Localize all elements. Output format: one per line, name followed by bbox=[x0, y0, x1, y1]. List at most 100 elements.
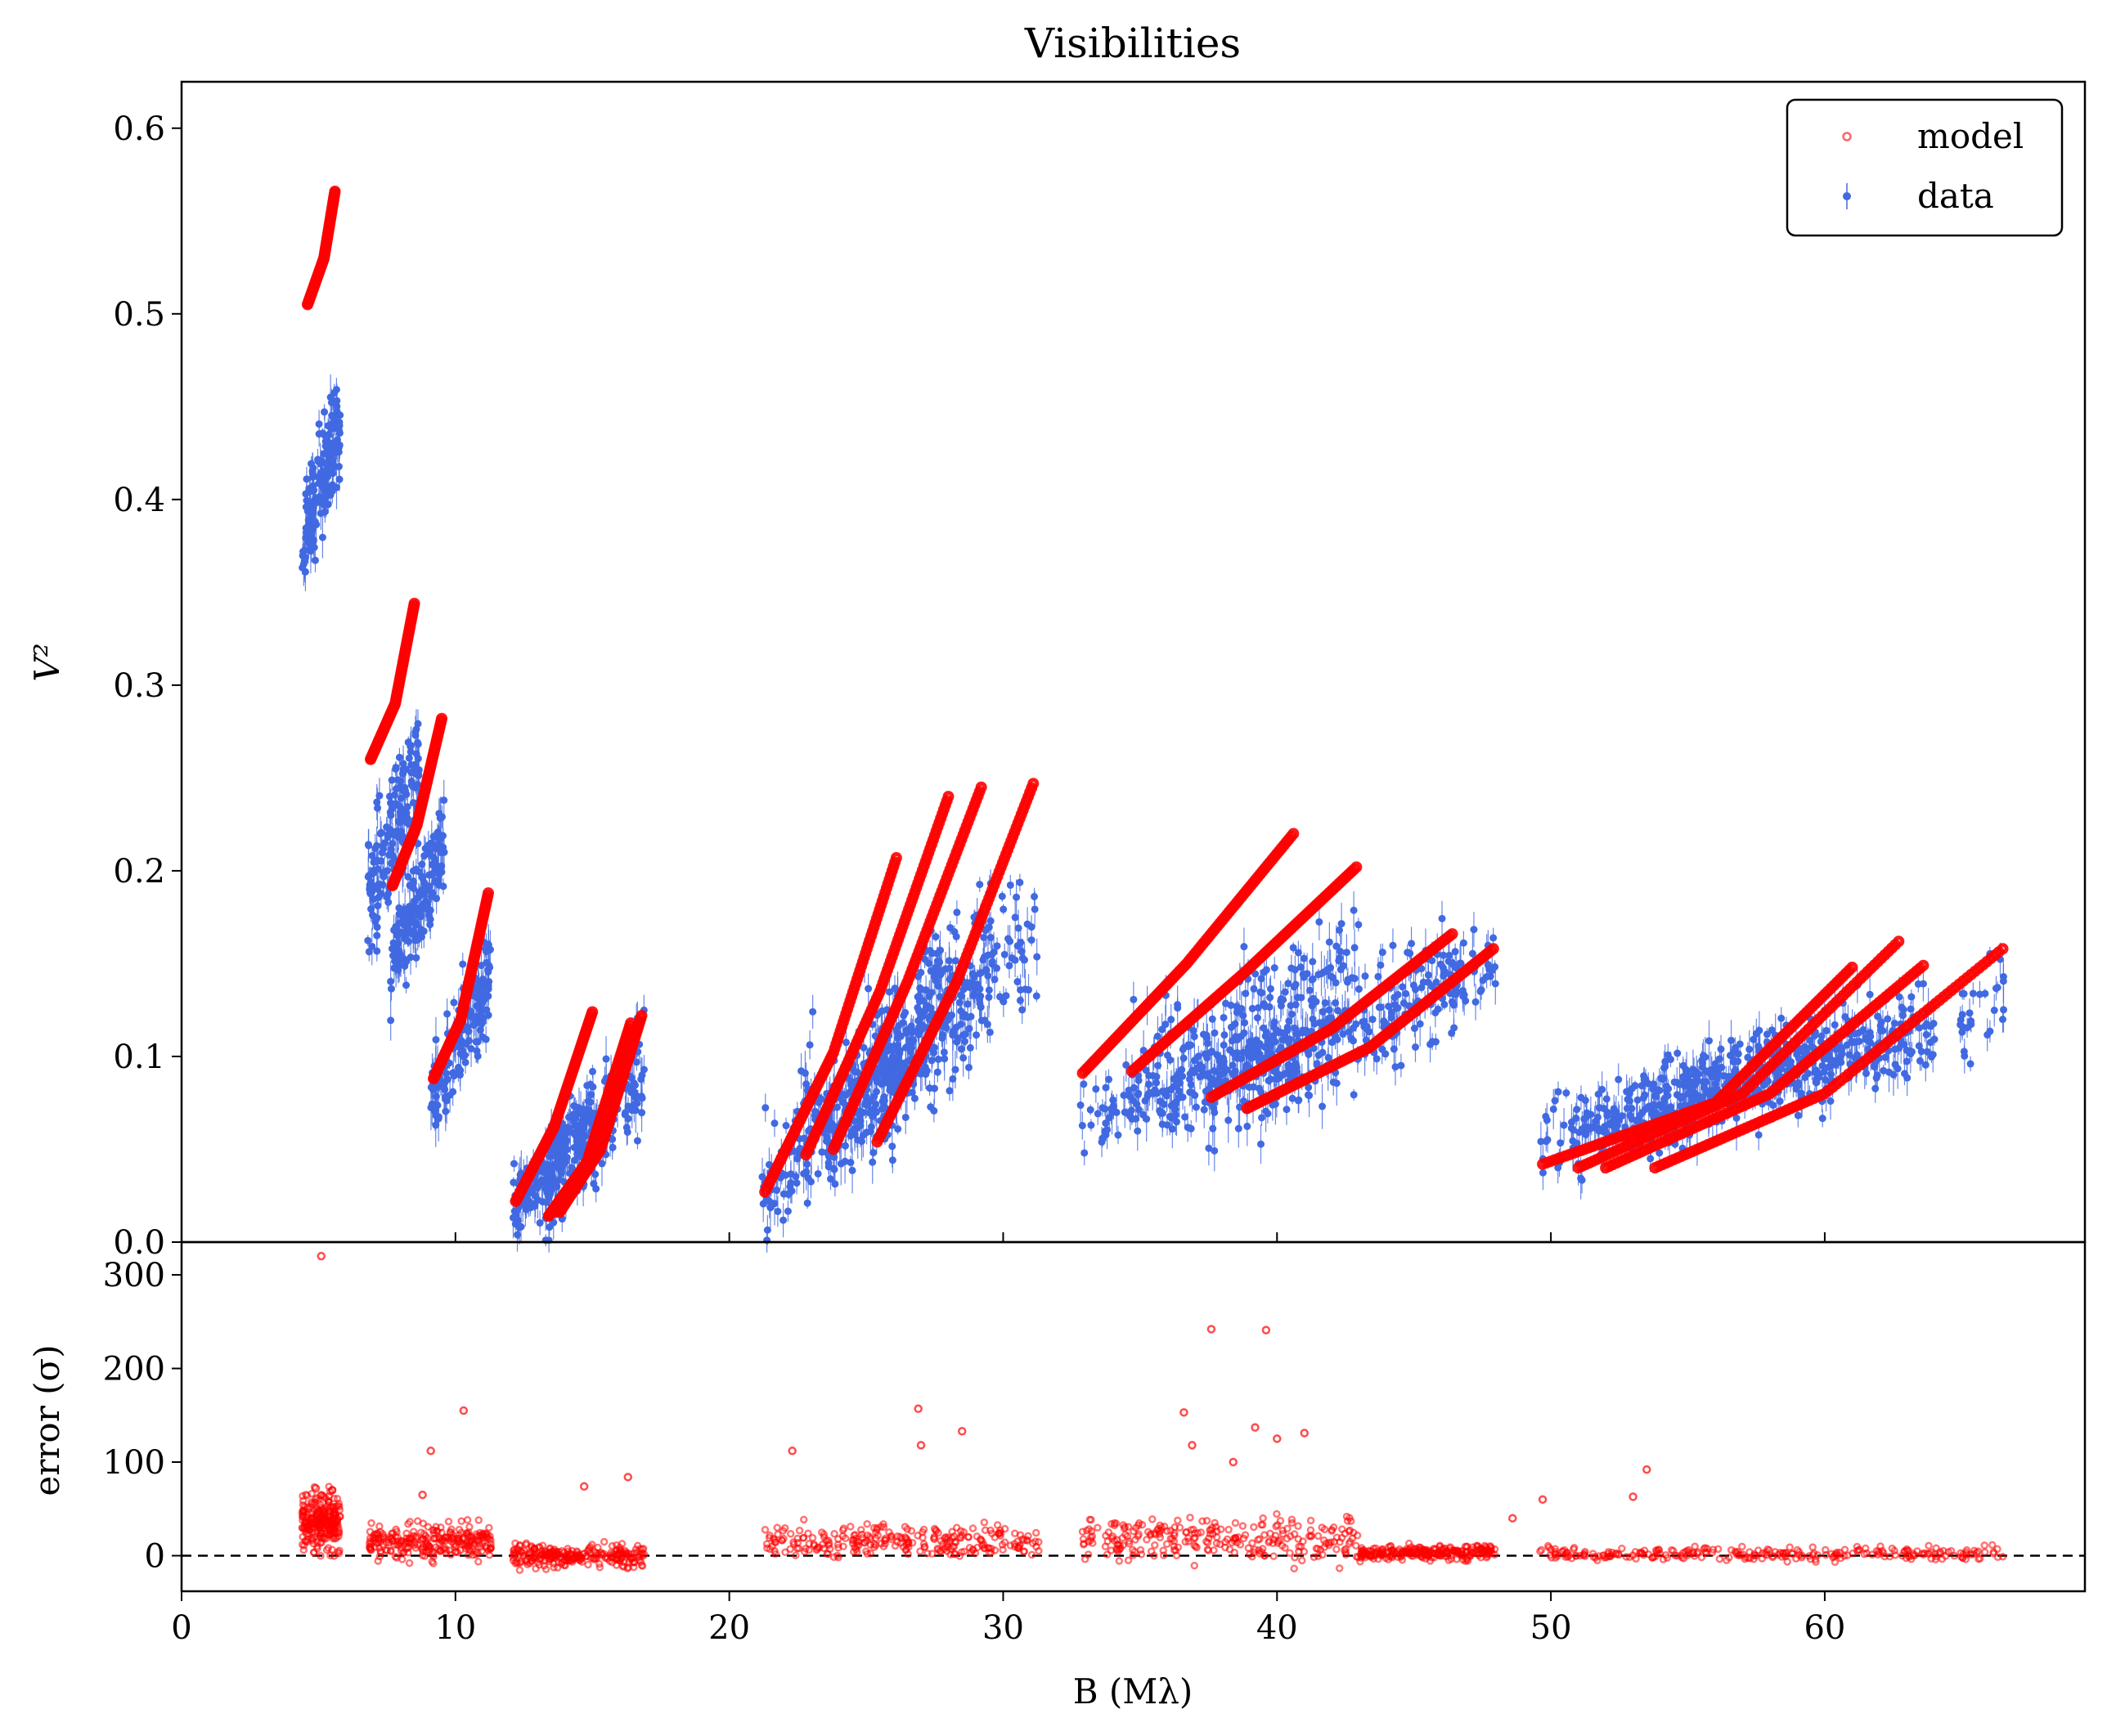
data-point bbox=[380, 872, 388, 881]
data-point bbox=[379, 881, 387, 889]
data-point bbox=[319, 467, 327, 475]
data-point bbox=[1257, 1140, 1265, 1148]
data-point bbox=[1412, 1043, 1420, 1052]
data-point bbox=[624, 1115, 632, 1123]
data-point bbox=[980, 933, 988, 941]
data-point bbox=[409, 879, 417, 887]
data-point bbox=[1299, 970, 1307, 978]
data-point bbox=[1143, 1115, 1151, 1123]
data-point bbox=[1076, 1101, 1085, 1110]
data-point bbox=[883, 1064, 892, 1072]
data-point bbox=[631, 1081, 639, 1089]
data-point bbox=[1324, 1053, 1332, 1061]
data-point bbox=[958, 992, 966, 1000]
data-point bbox=[870, 1092, 878, 1101]
data-point bbox=[933, 949, 941, 958]
data-point bbox=[1222, 999, 1230, 1007]
data-point bbox=[1378, 949, 1386, 957]
data-point bbox=[415, 904, 423, 913]
data-point bbox=[443, 1010, 452, 1018]
data-point bbox=[392, 831, 400, 839]
data-point bbox=[414, 740, 422, 748]
data-point bbox=[321, 408, 329, 416]
data-point bbox=[885, 988, 893, 996]
data-point bbox=[959, 1054, 968, 1062]
data-point bbox=[991, 976, 999, 984]
data-point bbox=[1287, 964, 1296, 972]
data-point bbox=[414, 935, 422, 944]
data-point bbox=[1305, 1092, 1314, 1100]
data-point bbox=[865, 985, 873, 993]
data-point bbox=[916, 984, 924, 992]
data-point bbox=[933, 1068, 941, 1076]
data-point bbox=[1114, 1131, 1122, 1139]
data-point bbox=[951, 1065, 959, 1074]
data-point bbox=[401, 935, 409, 944]
data-point bbox=[1350, 1091, 1358, 1099]
data-point bbox=[303, 475, 311, 483]
data-point bbox=[1292, 980, 1300, 989]
data-point bbox=[1279, 996, 1287, 1004]
data-point bbox=[1261, 1003, 1269, 1011]
data-point bbox=[964, 1063, 973, 1071]
data-point bbox=[308, 460, 316, 468]
data-point bbox=[566, 1128, 574, 1136]
data-point bbox=[1123, 1109, 1131, 1117]
data-point bbox=[1234, 1124, 1242, 1133]
data-point bbox=[1285, 1017, 1293, 1025]
data-point bbox=[986, 917, 995, 925]
data-point bbox=[1241, 1019, 1249, 1027]
data-point bbox=[831, 1180, 839, 1188]
data-point bbox=[462, 1040, 470, 1048]
data-point bbox=[988, 950, 996, 958]
data-point bbox=[334, 419, 342, 428]
data-point bbox=[439, 882, 447, 890]
data-point bbox=[1018, 1006, 1027, 1014]
data-point bbox=[570, 1156, 578, 1164]
data-point bbox=[623, 1128, 631, 1136]
data-point bbox=[1350, 975, 1359, 983]
data-point bbox=[1349, 1037, 1357, 1045]
data-point bbox=[803, 1199, 811, 1207]
data-point bbox=[869, 1149, 878, 1157]
data-point bbox=[371, 844, 380, 852]
data-point bbox=[1006, 881, 1014, 889]
data-point bbox=[428, 1100, 436, 1108]
data-point bbox=[1283, 1106, 1291, 1114]
data-point bbox=[1491, 980, 1499, 988]
data-point bbox=[797, 1067, 806, 1075]
data-point bbox=[914, 1003, 922, 1012]
data-point bbox=[414, 720, 422, 728]
data-point bbox=[1262, 966, 1270, 974]
data-point bbox=[842, 1038, 850, 1047]
data-point bbox=[932, 976, 940, 985]
data-point bbox=[387, 977, 395, 985]
data-point bbox=[404, 872, 412, 881]
data-point bbox=[1342, 949, 1350, 957]
data-point bbox=[770, 1119, 779, 1128]
data-point bbox=[589, 1067, 597, 1075]
data-point bbox=[1549, 1105, 1557, 1113]
data-point bbox=[878, 1105, 886, 1113]
data-point bbox=[1208, 1047, 1216, 1056]
data-point bbox=[946, 1087, 954, 1095]
data-point bbox=[364, 936, 372, 944]
data-point bbox=[793, 1179, 801, 1187]
data-point bbox=[308, 526, 317, 534]
data-point bbox=[405, 754, 413, 762]
data-point bbox=[814, 1169, 822, 1178]
data-point bbox=[510, 1160, 518, 1168]
data-point bbox=[1158, 1025, 1166, 1034]
data-point bbox=[304, 539, 312, 547]
data-point bbox=[1258, 1114, 1266, 1122]
data-point bbox=[1327, 972, 1335, 980]
data-point bbox=[1381, 1050, 1390, 1058]
data-point bbox=[388, 850, 396, 859]
data-point bbox=[459, 1052, 467, 1061]
data-point bbox=[553, 1182, 561, 1191]
data-point bbox=[1031, 905, 1039, 913]
data-point bbox=[1438, 914, 1446, 922]
data-point bbox=[434, 1113, 443, 1121]
data-point bbox=[327, 425, 335, 433]
data-point bbox=[829, 1123, 837, 1131]
